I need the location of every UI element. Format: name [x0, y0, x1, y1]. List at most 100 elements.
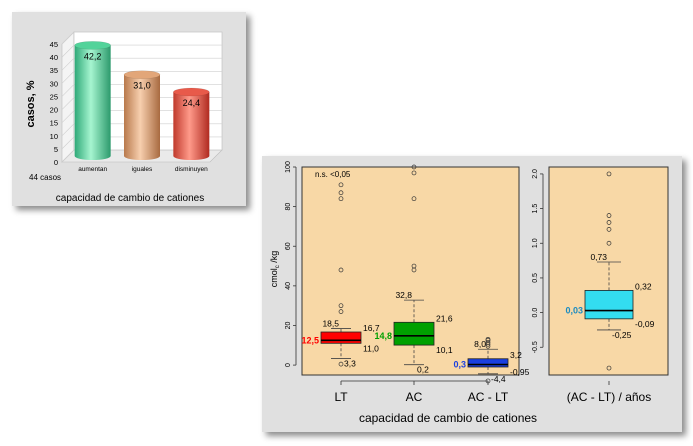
box-iqr — [467, 358, 509, 368]
boxplot-ytick-label: 0 — [285, 363, 292, 367]
boxplot-ytick-label: 20 — [285, 321, 292, 329]
bar-chart-ytick: 35 — [50, 66, 58, 75]
boxplot-xtick-label: LT — [334, 390, 348, 404]
boxplot-ytick-label: 40 — [285, 282, 292, 290]
boxplot-ytick-label: 60 — [285, 242, 292, 250]
bar-chart: 0 5 10 15 20 25 30 35 40 45 42,2 aumentan 31,0 iguale… — [25, 31, 223, 204]
boxplot-ytick-label: 1.0 — [532, 238, 539, 248]
box-q1-label: -0,95 — [510, 367, 530, 377]
box-outlier — [338, 190, 344, 196]
boxplot-ytick-label: 0.5 — [532, 273, 539, 283]
bar-chart-ytick: 45 — [50, 40, 58, 49]
box-outlier — [606, 171, 612, 177]
box-outlier — [338, 309, 344, 314]
bar-disminuyen: 24,4 disminuyen — [173, 87, 210, 173]
bar-chart-ylabel: casos, % — [25, 80, 37, 127]
bar-top — [74, 41, 111, 50]
box-q1-label: 11,0 — [363, 343, 379, 353]
box-whisker-high-label: 32,8 — [395, 290, 412, 300]
bar-chart-gridline — [61, 57, 222, 71]
bar-chart-ytick: 15 — [50, 119, 58, 128]
boxplot-ytick-label: 100 — [285, 161, 292, 173]
boxplot-rate-plot-area — [548, 166, 669, 376]
bar-chart-gridline — [61, 44, 222, 58]
box-outlier — [606, 240, 612, 246]
bar-chart-annotation: 44 casos — [29, 173, 61, 182]
bar-body — [173, 92, 210, 160]
box-whisker-low-label: 0,2 — [417, 365, 429, 375]
bar-chart-gridline — [61, 110, 222, 123]
box-outlier — [411, 263, 417, 269]
bar-chart-gridline — [61, 123, 222, 136]
box-outlier — [606, 213, 612, 218]
box-iqr — [320, 331, 362, 344]
bar-chart-gridline — [61, 31, 222, 45]
box-q1-label: 10,1 — [436, 345, 453, 355]
bar-chart-ytick: 40 — [50, 53, 58, 62]
bar-category-label: iguales — [132, 166, 153, 173]
box-(AC - LT) / años: 0,03 -0,09 0,32 0,73 -0,25 — [565, 171, 655, 371]
box-AC - LT: 0,3 -0,95 3,2 8,0 -4,4 — [453, 336, 530, 384]
bar-chart-gridline — [61, 97, 222, 110]
bar-category-label: aumentan — [78, 166, 107, 173]
bar-chart-ytick: 5 — [54, 145, 58, 154]
bar-aumentan: 42,2 aumentan — [74, 41, 111, 173]
bar-chart-ytick: 30 — [50, 79, 58, 88]
box-q3-label: 16,7 — [363, 323, 380, 333]
bar-chart-ytick: 10 — [50, 132, 58, 141]
box-iqr — [393, 321, 435, 346]
bar-top — [173, 87, 210, 97]
box-median-label: 0,03 — [565, 306, 583, 316]
bar-chart-panel: 0 5 10 15 20 25 30 35 40 45 42,2 aumentan 31,0 iguale… — [12, 12, 246, 206]
bar-category-label: disminuyen — [175, 166, 208, 173]
bar-body — [74, 45, 111, 160]
bar-iguales: 31,0 iguales — [123, 70, 161, 173]
boxplot-chart: 0 20 40 60 80 100 LT AC AC - LT 12,5 11,0 16,7 18,5 3… — [269, 161, 669, 425]
bar-value-label: 31,0 — [133, 81, 151, 91]
box-outlier — [338, 361, 344, 367]
boxplot-ylabel: cmolc /kg — [269, 251, 281, 288]
boxplot-panel: 0 20 40 60 80 100 LT AC AC - LT 12,5 11,0 16,7 18,5 3… — [262, 156, 682, 432]
box-outlier — [606, 365, 612, 371]
box-whisker-low-label: -4,4 — [491, 374, 506, 384]
box-q3-label: 0,32 — [635, 281, 652, 291]
box-outlier — [338, 267, 344, 273]
box-whisker-high-label: 0,73 — [590, 252, 607, 262]
bar-chart-ytick: 0 — [54, 158, 58, 167]
box-outlier — [411, 164, 417, 170]
bar-value-label: 24,4 — [183, 98, 201, 108]
boxplot-ytick-label: 2.0 — [532, 169, 539, 179]
box-whisker-high-label: 8,0 — [474, 339, 486, 349]
box-outlier — [606, 227, 612, 232]
box-median-label: 14,8 — [374, 331, 392, 341]
boxplot-xtick-label: (AC - LT) / años — [567, 390, 651, 404]
box-outlier — [411, 196, 417, 202]
boxplot-xtick-label: AC — [406, 390, 423, 404]
boxplot-annotation: n.s. <0,05 — [315, 170, 351, 179]
boxplot-ytick-label: 1.5 — [532, 204, 539, 214]
box-outlier — [338, 182, 344, 188]
bar-body — [124, 74, 160, 160]
box-q3-label: 3,2 — [510, 350, 522, 360]
box-outlier — [485, 339, 491, 345]
box-LT: 12,5 11,0 16,7 18,5 3,3 — [301, 182, 380, 369]
bar-chart-ytick: 20 — [50, 106, 58, 115]
box-iqr — [584, 290, 634, 320]
bar-chart-xlabel: capacidad de cambio de cationes — [56, 193, 204, 204]
box-outlier — [338, 196, 344, 202]
box-outlier — [485, 336, 491, 342]
box-whisker-low-label: 3,3 — [344, 359, 356, 369]
box-q1-label: -0,09 — [635, 319, 655, 329]
box-whisker-high-label: 18,5 — [322, 318, 339, 328]
bar-value-label: 42,2 — [84, 51, 102, 61]
box-whisker-low-label: -0,25 — [612, 330, 632, 340]
boxplot-ytick-label: -0.5 — [532, 341, 539, 353]
box-q3-label: 21,6 — [436, 313, 453, 323]
box-median-label: 12,5 — [301, 335, 319, 345]
bar-chart-gridline — [61, 84, 222, 97]
bar-chart-ytick: 25 — [50, 92, 58, 101]
box-outlier — [338, 303, 344, 309]
bar-top — [123, 70, 161, 79]
box-median-label: 0,3 — [453, 360, 466, 370]
box-outlier — [606, 220, 612, 225]
